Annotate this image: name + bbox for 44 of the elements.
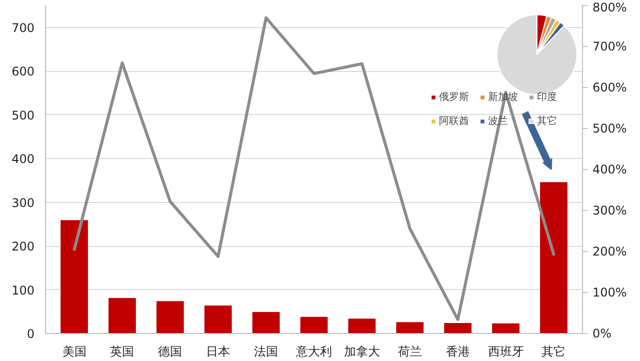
x-tick-label: 意大利 xyxy=(295,344,332,358)
y2-tick-label: 200% xyxy=(592,244,627,258)
x-tick-label: 英国 xyxy=(110,344,134,358)
legend-label: 阿联酋 xyxy=(439,115,469,128)
y2-tick-label: 300% xyxy=(592,204,627,218)
y2-tick-label: 0% xyxy=(592,326,612,340)
legend-label: 其它 xyxy=(537,114,557,128)
y-tick-label: 400 xyxy=(12,152,34,166)
bar xyxy=(492,323,520,334)
line-series xyxy=(72,16,556,322)
x-tick-label: 美国 xyxy=(62,344,86,358)
y2-tick-label: 600% xyxy=(592,80,627,94)
y2-tick-label: 100% xyxy=(592,286,627,300)
y2-tick-label: 700% xyxy=(592,40,627,54)
legend-label: 印度 xyxy=(537,90,557,104)
x-tick-label: 荷兰 xyxy=(398,344,422,358)
y-tick-label: 700 xyxy=(12,20,34,35)
bar xyxy=(60,220,88,334)
y-tick-label: 500 xyxy=(12,108,34,122)
x-tick-label: 香港 xyxy=(446,344,470,358)
bar xyxy=(252,312,280,334)
bar xyxy=(348,318,376,334)
bar xyxy=(540,182,568,334)
x-tick-label: 法国 xyxy=(254,344,278,358)
bar xyxy=(108,298,136,334)
y-tick-label: 0 xyxy=(26,327,35,341)
bar xyxy=(204,305,232,334)
bar xyxy=(300,316,328,334)
y2-tick-label: 500% xyxy=(592,122,627,136)
legend-label: 俄罗斯 xyxy=(439,90,469,104)
y2-tick-label: 400% xyxy=(592,162,627,176)
y-tick-label: 600 xyxy=(12,64,34,79)
y2-tick-label: 800% xyxy=(592,0,627,14)
y-tick-label: 200 xyxy=(12,240,34,254)
x-tick-label: 西班牙 xyxy=(488,344,524,358)
y-tick-label: 300 xyxy=(12,196,34,210)
x-tick-label: 其它 xyxy=(542,344,566,358)
x-tick-label: 加拿大 xyxy=(344,344,380,358)
bar xyxy=(444,322,472,334)
x-tick-label: 日本 xyxy=(206,344,230,358)
bar xyxy=(156,301,184,334)
bar xyxy=(396,322,424,334)
x-tick-label: 德国 xyxy=(158,344,182,358)
y-tick-label: 100 xyxy=(12,283,34,298)
